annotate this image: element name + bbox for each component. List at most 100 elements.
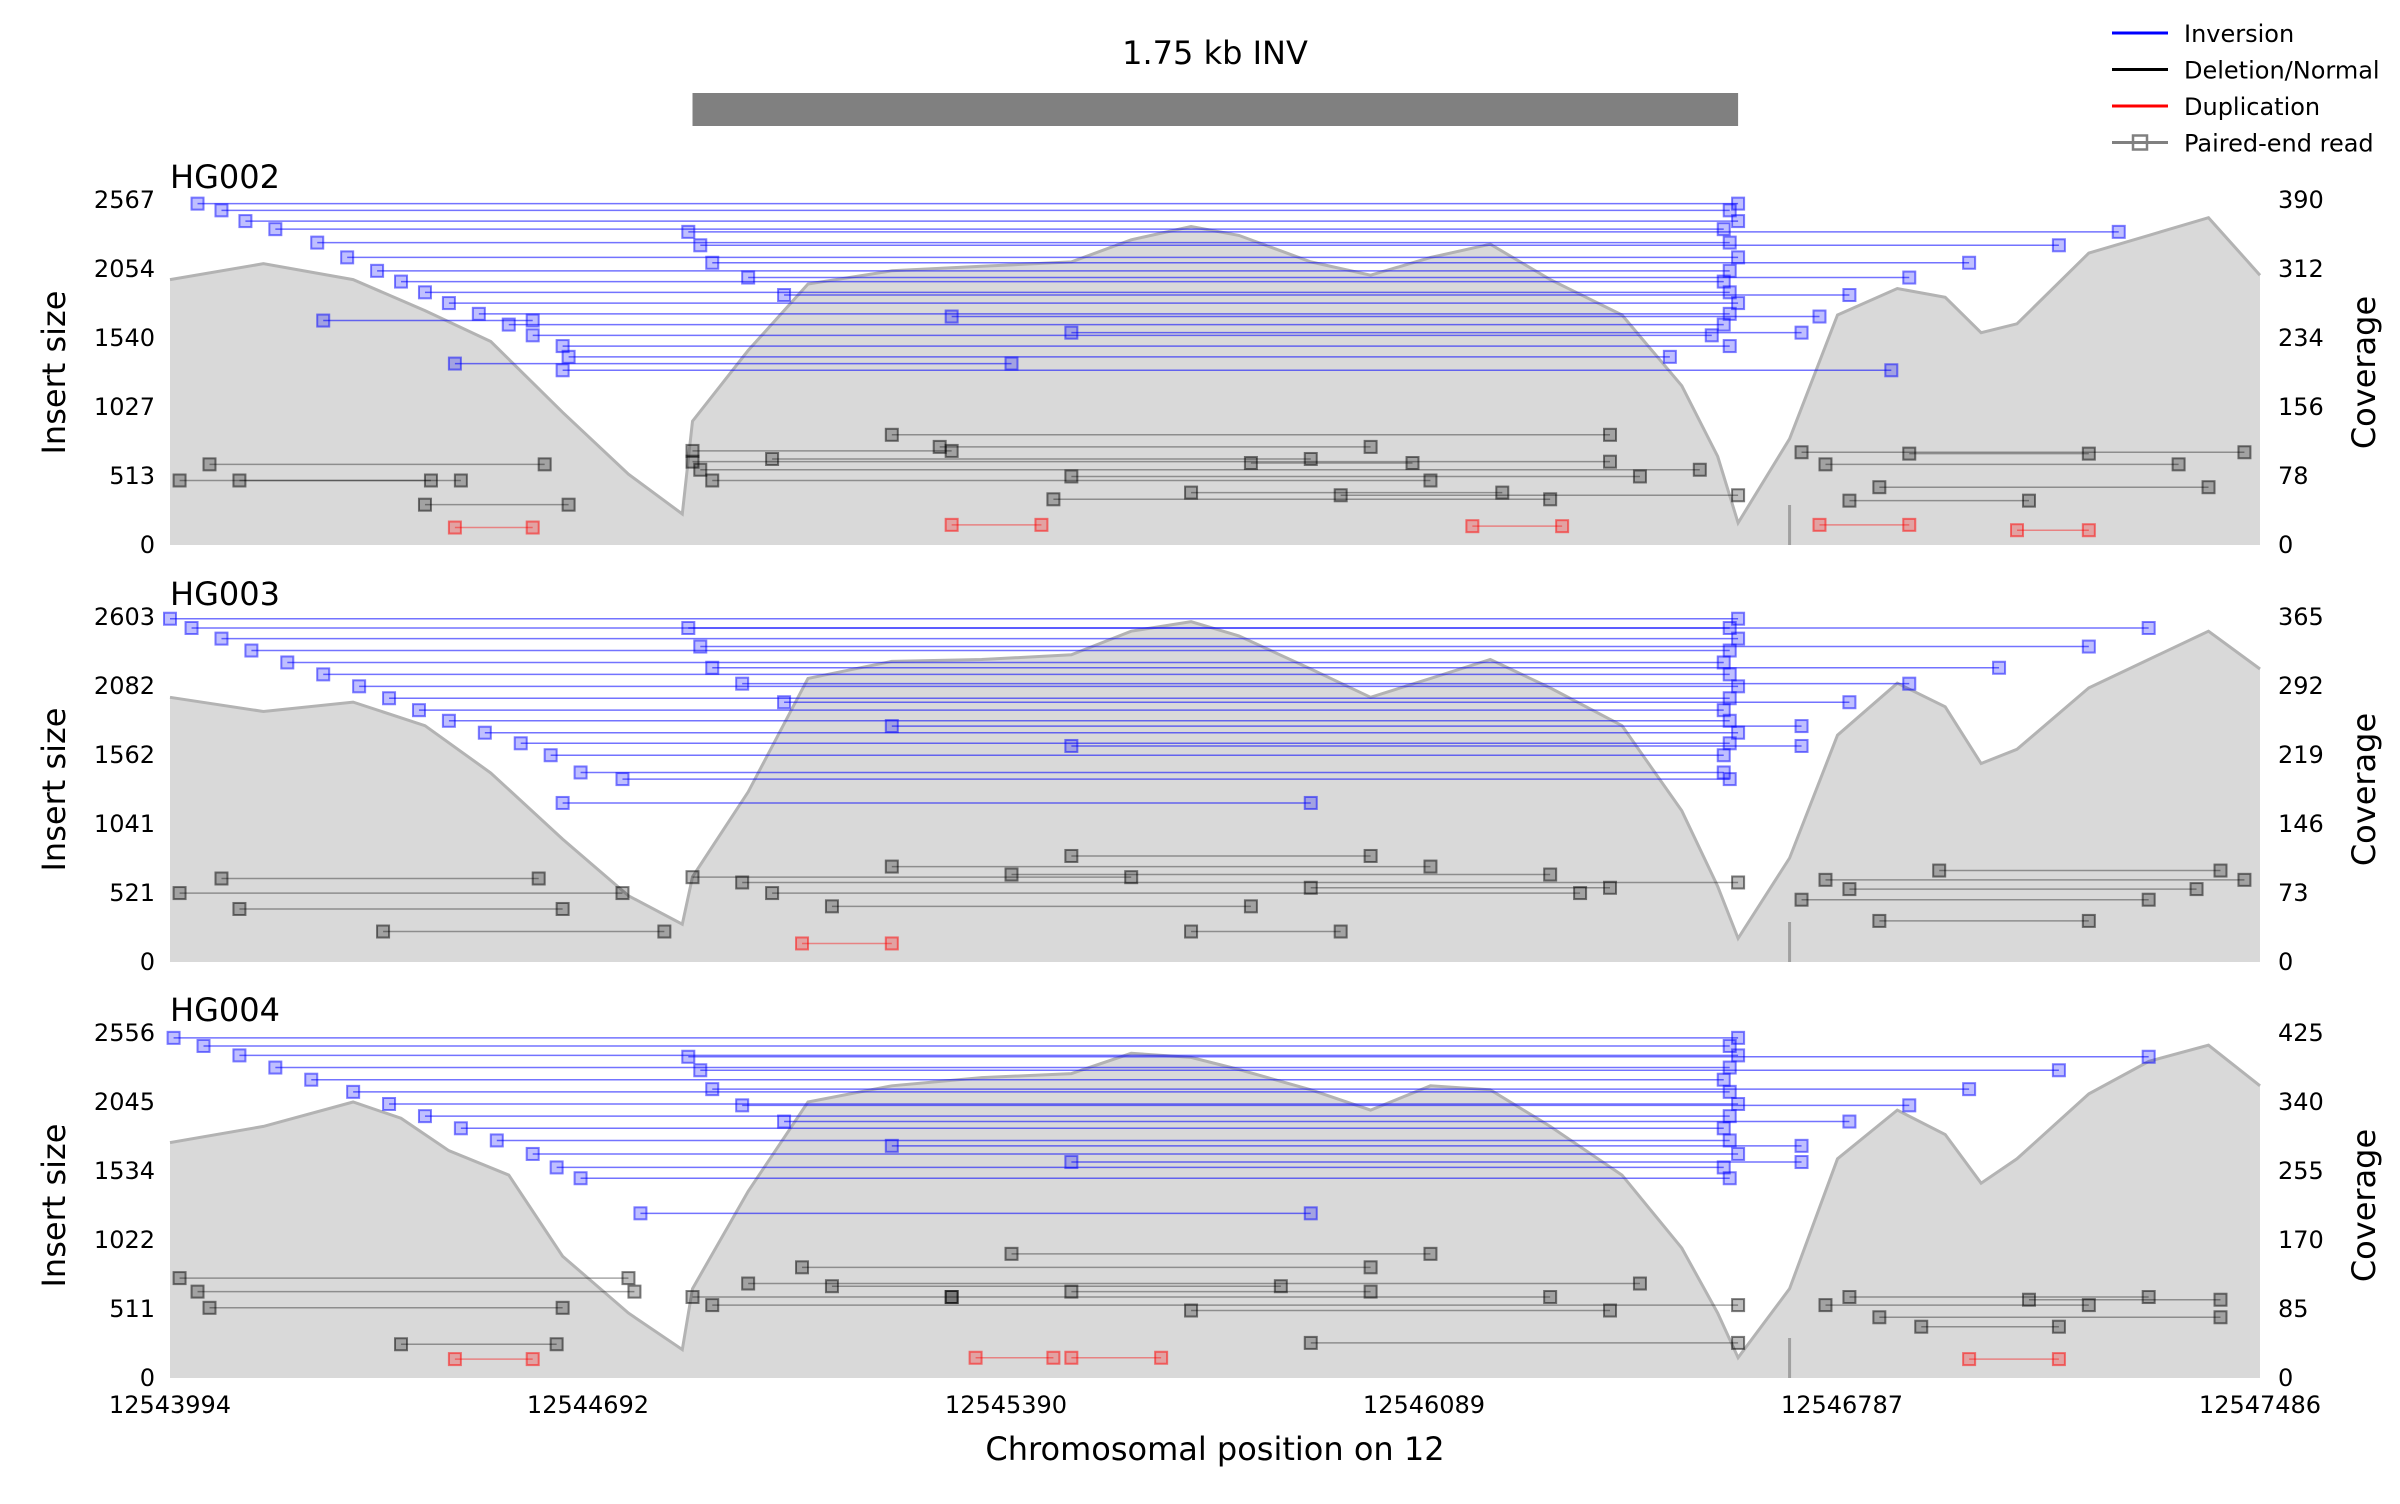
inversion-read: [549, 1160, 1731, 1175]
inversion-read-marker: [1716, 655, 1731, 670]
normal-read-marker: [2213, 1292, 2228, 1307]
coverage-tick-label: 170: [2278, 1226, 2324, 1254]
y-axis-label: Insert size: [35, 1124, 73, 1288]
duplication-read: [1962, 1352, 2066, 1367]
coverage-tick-label: 0: [2278, 1364, 2293, 1392]
y-tick-label: 2567: [94, 186, 155, 214]
inversion-read: [304, 1072, 1731, 1087]
normal-read-marker: [693, 462, 708, 477]
inversion-read: [268, 222, 1731, 237]
normal-read: [190, 1284, 642, 1299]
inversion-read-marker: [232, 1048, 247, 1063]
inversion-read-marker: [777, 695, 792, 710]
inversion-read-marker: [561, 349, 576, 364]
inversion-read-marker: [1731, 1146, 1746, 1161]
inversion-read: [705, 255, 1977, 270]
normal-read: [172, 886, 630, 901]
normal-read-marker: [1902, 446, 1917, 461]
normal-read: [1046, 492, 1558, 507]
y-tick-label: 2045: [94, 1088, 155, 1116]
legend-item: Paired-end read: [2112, 130, 2374, 158]
inversion-read: [340, 250, 1746, 265]
inversion-read-marker: [1303, 1206, 1318, 1221]
normal-read-marker: [555, 1300, 570, 1315]
normal-read: [394, 1337, 564, 1352]
normal-read-marker: [1872, 913, 1887, 928]
normal-read-marker: [765, 886, 780, 901]
inversion-read-marker: [441, 713, 456, 728]
normal-read: [705, 473, 1438, 488]
inversion-read-marker: [1884, 363, 1899, 378]
normal-read: [1932, 863, 2228, 878]
normal-read-marker: [549, 1337, 564, 1352]
inversion-read-marker: [238, 214, 253, 229]
inversion-read: [268, 1060, 1737, 1075]
normal-read: [1243, 456, 1420, 471]
duplication-read-marker: [2081, 523, 2096, 538]
normal-read: [1872, 480, 2216, 495]
normal-read: [705, 1298, 1746, 1313]
inversion-read: [561, 349, 1677, 364]
sample-label: HG004: [170, 991, 280, 1029]
normal-read: [1794, 445, 2252, 460]
duplication-read: [1465, 519, 1570, 534]
normal-read-marker: [1333, 924, 1348, 939]
inversion-read: [693, 238, 2066, 253]
inversion-read-marker: [543, 748, 558, 763]
normal-read: [824, 899, 1258, 914]
normal-read-marker: [1363, 1284, 1378, 1299]
normal-read-marker: [884, 427, 899, 442]
inversion-read-marker: [1662, 349, 1677, 364]
inversion-read-marker: [1842, 695, 1857, 710]
normal-read: [944, 1290, 1558, 1305]
normal-read: [1004, 867, 1558, 882]
normal-read-marker: [1303, 880, 1318, 895]
inversion-read-marker: [1064, 325, 1079, 340]
y-tick-label: 0: [140, 1364, 155, 1392]
inversion-read-marker: [1812, 309, 1827, 324]
inversion-read-marker: [190, 196, 205, 211]
coverage-tick-label: 73: [2278, 879, 2309, 907]
normal-read-marker: [1914, 1319, 1929, 1334]
normal-read: [884, 859, 1438, 874]
normal-read-marker: [1243, 899, 1258, 914]
inversion-read: [681, 224, 2126, 239]
inversion-read: [214, 203, 1737, 218]
normal-read-marker: [615, 886, 630, 901]
normal-read-marker: [202, 1300, 217, 1315]
inversion-read: [735, 1098, 1917, 1113]
normal-read-marker: [172, 886, 187, 901]
inversion-read: [447, 356, 1019, 371]
legend-label: Paired-end read: [2184, 130, 2374, 158]
inversion-read-marker: [447, 356, 462, 371]
normal-read-marker: [657, 924, 672, 939]
normal-read: [1818, 1298, 2096, 1313]
inversion-read-marker: [1842, 1114, 1857, 1129]
normal-read-marker: [394, 1337, 409, 1352]
inversion-read: [615, 772, 1737, 787]
inversion-read-marker: [1716, 1121, 1731, 1136]
inversion-read-marker: [1722, 1133, 1737, 1148]
inversion-read-marker: [693, 639, 708, 654]
normal-read-marker: [1423, 473, 1438, 488]
inversion-read-marker: [1704, 328, 1719, 343]
inversion-read: [232, 1048, 1746, 1063]
coverage-tick-label: 85: [2278, 1295, 2309, 1323]
inversion-read-marker: [705, 255, 720, 270]
duplication-read-marker: [447, 520, 462, 535]
normal-read-marker: [1273, 1279, 1288, 1294]
inversion-read-marker: [2051, 1063, 2066, 1078]
legend-label: Duplication: [2184, 93, 2320, 121]
sample-label: HG002: [170, 158, 280, 196]
y-tick-label: 521: [109, 879, 155, 907]
normal-read-marker: [1872, 480, 1887, 495]
normal-read-marker: [1692, 462, 1707, 477]
normal-read-marker: [1842, 882, 1857, 897]
inversion-read: [1064, 325, 1809, 340]
normal-read: [1303, 1335, 1746, 1350]
normal-read-marker: [1818, 872, 1833, 887]
inversion-read-marker: [280, 655, 295, 670]
inversion-read-marker: [681, 224, 696, 239]
inversion-read: [501, 317, 1731, 332]
inversion-read-marker: [1722, 339, 1737, 354]
